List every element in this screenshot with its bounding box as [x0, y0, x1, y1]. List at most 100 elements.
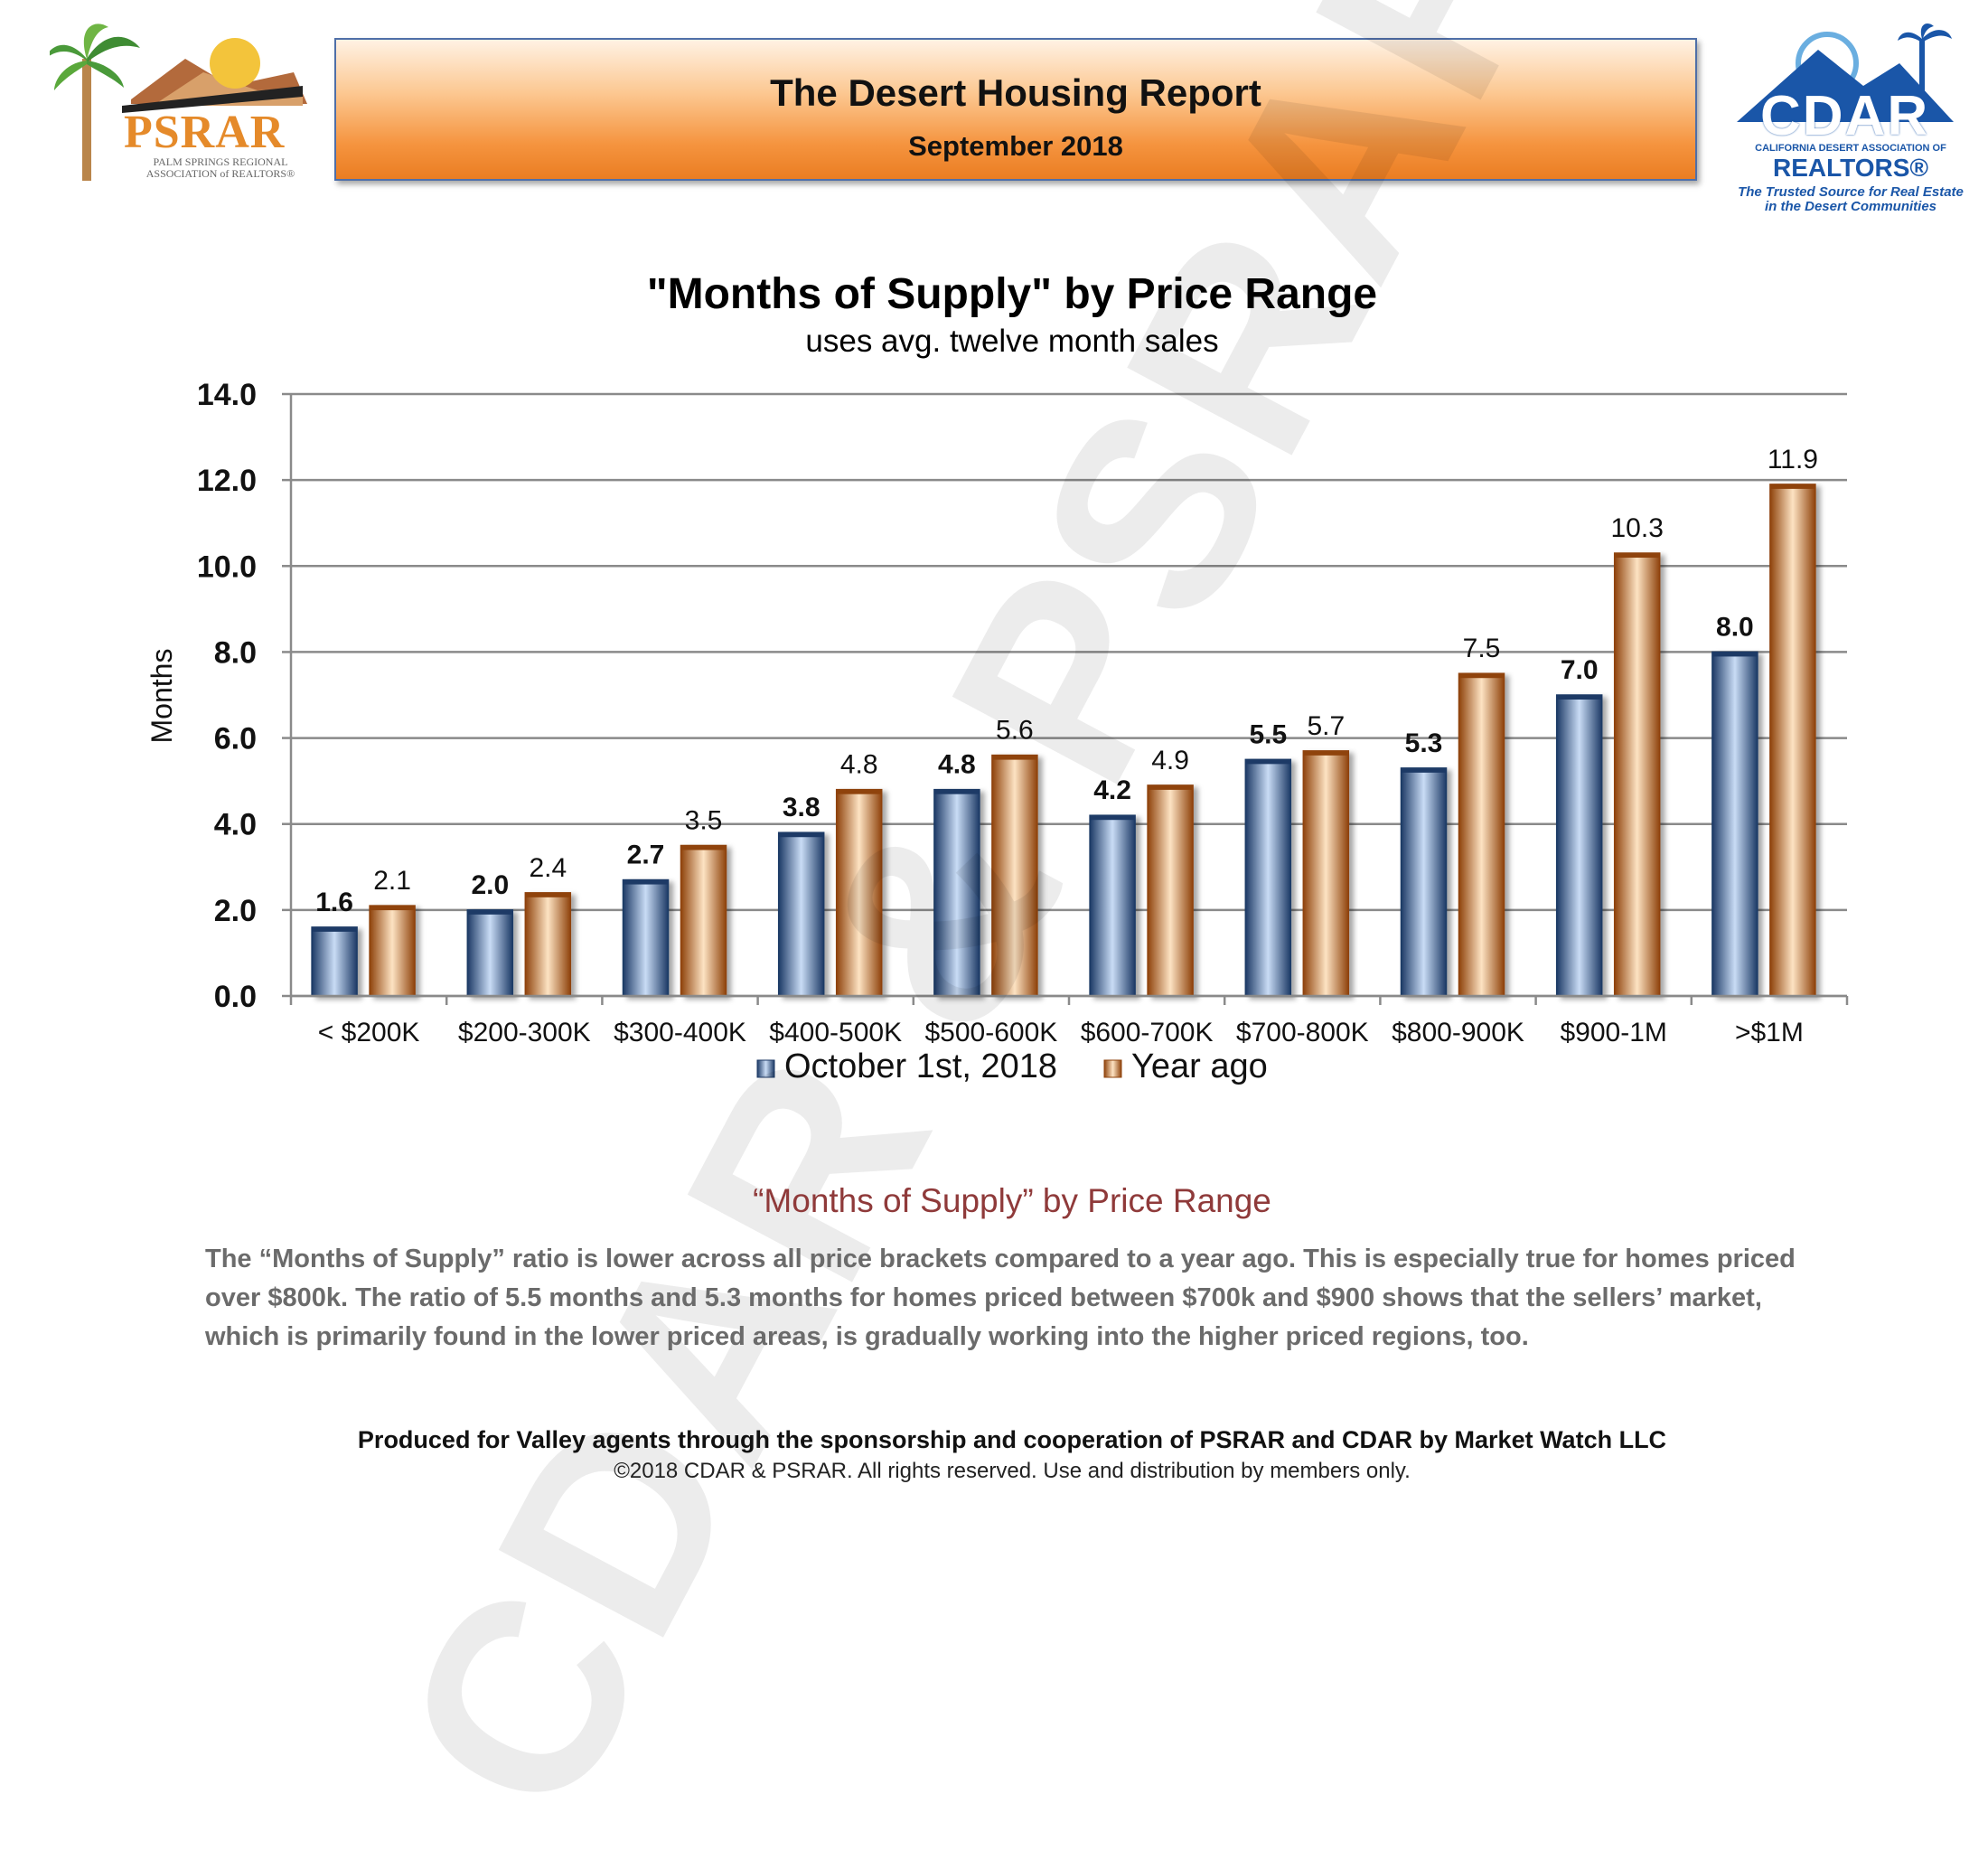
bar-current: [933, 788, 980, 997]
psrar-logo: PSRAR PALM SPRINGS REGIONAL ASSOCIATION …: [45, 23, 307, 185]
bar-top: [1090, 815, 1136, 821]
bar-body: [466, 909, 514, 997]
chart-axes: 0.0 2.0 4.0 6.0 8.0 10.0 12.0 14.0 Months < $200K…: [145, 378, 1849, 1047]
report-title: The Desert Housing Report: [770, 71, 1261, 114]
chart-data-labels: 1.6 2.1 2.0 2.4 2.7 3.5 3.8 4.8 4.8 5.6 4.2 4.9 5.5 5…: [315, 445, 1818, 917]
data-label-year-ago: 10.3: [1611, 513, 1664, 543]
x-tick-label: $800-900K: [1392, 1018, 1524, 1047]
data-label-current: 8.0: [1716, 612, 1754, 642]
cdar-logo: CDAR CALIFORNIA DESERT ASSOCIATION OF RE…: [1728, 23, 1972, 214]
bar-current: [777, 831, 825, 997]
data-label-current: 7.0: [1561, 655, 1599, 685]
data-label-year-ago: 7.5: [1463, 634, 1501, 663]
legend-label-current: October 1st, 2018: [784, 1047, 1057, 1085]
footer-credit: Produced for Valley agents through the s…: [357, 1426, 1667, 1453]
bar-current: [1400, 767, 1448, 997]
y-tick-label: 14.0: [197, 378, 257, 412]
bar-top: [1303, 750, 1349, 756]
bar-year-ago: [1147, 784, 1194, 997]
bar-top: [467, 909, 513, 915]
bar-top: [1148, 784, 1194, 790]
bar-current: [311, 926, 358, 997]
x-tick-label: $900-1M: [1560, 1018, 1666, 1047]
bar-current: [622, 878, 670, 997]
psrar-tagline: PALM SPRINGS REGIONAL ASSOCIATION of REA…: [145, 155, 295, 180]
bar-top: [991, 755, 1037, 760]
report-date: September 2018: [908, 130, 1123, 162]
legend-swatch-year-ago: [1103, 1059, 1122, 1078]
bar-top: [680, 845, 727, 850]
x-tick-label: $400-500K: [769, 1018, 902, 1047]
bar-body: [835, 788, 883, 997]
commentary-body: The “Months of Supply” ratio is lower ac…: [205, 1245, 1796, 1351]
data-label-current: 5.3: [1405, 728, 1443, 758]
x-tick-label: $700-800K: [1236, 1018, 1369, 1047]
bar-top: [1769, 484, 1815, 489]
y-tick-label: 8.0: [214, 635, 257, 670]
bar-year-ago: [1302, 750, 1350, 997]
bar-year-ago: [1458, 672, 1505, 997]
bar-body: [524, 892, 572, 997]
bar-top: [525, 892, 571, 897]
bar-current: [1244, 758, 1292, 997]
chart-legend: October 1st, 2018 Year ago: [756, 1047, 1268, 1085]
chart-title: "Months of Supply" by Price Range: [646, 270, 1378, 318]
footer-copyright: ©2018 CDAR & PSRAR. All rights reserved.…: [614, 1459, 1411, 1483]
data-label-year-ago: 4.8: [840, 750, 878, 780]
bar-current: [1089, 814, 1136, 997]
bar-top: [1556, 695, 1602, 700]
y-tick-label: 10.0: [197, 550, 257, 584]
palm-tree-icon: [45, 23, 307, 181]
bar-body: [1400, 767, 1448, 997]
data-label-year-ago: 2.1: [373, 866, 411, 896]
bar-body: [680, 844, 727, 997]
cdar-tagline: The Trusted Source for Real Estate in th…: [1738, 184, 1964, 214]
bar-year-ago: [524, 892, 572, 997]
data-label-year-ago: 5.7: [1307, 711, 1345, 741]
data-label-current: 5.5: [1249, 719, 1287, 749]
bar-top: [1614, 553, 1660, 559]
bar-top: [1458, 673, 1505, 679]
bar-body: [1302, 750, 1350, 997]
data-label-current: 2.7: [627, 841, 665, 870]
bar-year-ago: [1613, 552, 1661, 997]
bar-top: [1245, 759, 1291, 765]
data-label-year-ago: 11.9: [1768, 445, 1818, 474]
x-tick-label: < $200K: [318, 1018, 420, 1047]
bar-top: [933, 789, 980, 794]
bar-top: [836, 789, 882, 794]
data-label-year-ago: 3.5: [685, 806, 723, 836]
legend-swatch-current: [756, 1059, 775, 1078]
bar-top: [370, 906, 416, 911]
data-label-current: 1.6: [315, 888, 353, 917]
bar-top: [312, 926, 358, 932]
bar-year-ago: [1769, 484, 1816, 997]
data-label-year-ago: 4.9: [1151, 746, 1189, 775]
legend-label-year-ago: Year ago: [1131, 1047, 1268, 1085]
bar-top: [1711, 652, 1758, 657]
y-tick-label: 0.0: [214, 980, 257, 1014]
bar-body: [311, 926, 358, 997]
bar-body: [1769, 484, 1816, 997]
x-tick-label: $300-400K: [614, 1018, 746, 1047]
report-header-banner: The Desert Housing Report September 2018: [334, 38, 1697, 181]
data-label-current: 4.2: [1093, 775, 1131, 805]
months-of-supply-chart: 1.6 2.1 2.0 2.4 2.7 3.5 3.8 4.8 4.8 5.6 4.2 4.9 5.5 5…: [145, 378, 1849, 1085]
y-tick-label: 4.0: [214, 808, 257, 842]
chart-subtitle: uses avg. twelve month sales: [805, 324, 1219, 359]
bar-body: [1555, 694, 1603, 997]
bar-top: [623, 879, 669, 885]
y-tick-label: 2.0: [214, 894, 257, 928]
bar-body: [1244, 758, 1292, 997]
x-tick-label: >$1M: [1735, 1018, 1804, 1047]
bar-body: [1613, 552, 1661, 997]
y-axis-label: Months: [145, 649, 178, 744]
bar-body: [369, 905, 416, 997]
bar-top: [778, 832, 824, 838]
y-tick-label: 6.0: [214, 722, 257, 756]
bar-body: [1711, 651, 1758, 997]
bar-year-ago: [369, 905, 416, 997]
y-tick-label: 12.0: [197, 464, 257, 498]
data-label-year-ago: 2.4: [529, 853, 567, 883]
bar-current: [466, 909, 514, 997]
